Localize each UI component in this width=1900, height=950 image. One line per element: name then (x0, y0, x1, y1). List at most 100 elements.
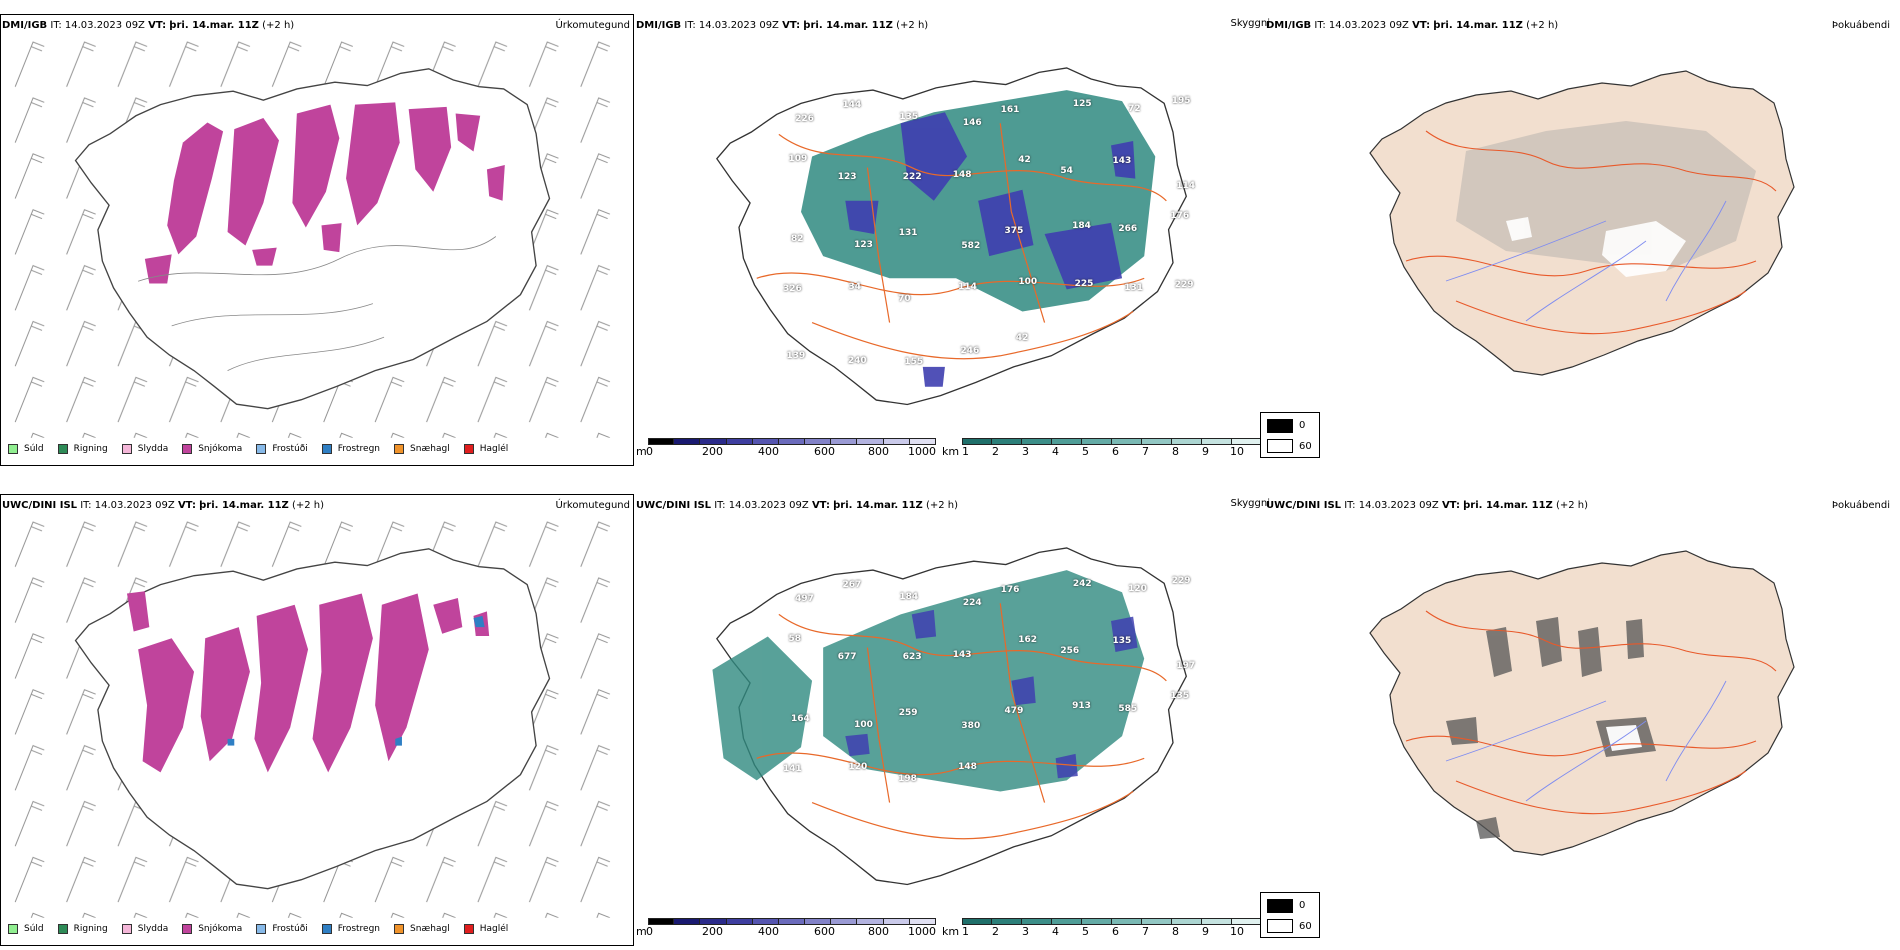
rivers (1445, 200, 1727, 322)
cloud-base-label: 144 (842, 100, 862, 111)
legend-label: Súld (24, 444, 44, 454)
colorbar-segment (1112, 918, 1142, 925)
cloud-base-label: 266 (1118, 224, 1138, 235)
legend-item-snaehagl: Snæhagl (394, 444, 450, 454)
legend-label: Haglél (479, 444, 509, 454)
colorbar-segment (1022, 438, 1052, 445)
freezing-rain-areas (227, 615, 485, 746)
legend-label: Rigning (73, 924, 108, 934)
it-label: IT: (80, 500, 92, 511)
colorbar-segment (1112, 438, 1142, 445)
cloud-base-labels-top: 226 144 135 146 161 125 72 195 109 123 222 148 42 54 1… (780, 95, 1220, 385)
cloud-base-label: 497 (795, 593, 814, 604)
colorbar-segment (648, 438, 675, 445)
visibility-colorbar: km 1 2 3 4 5 6 7 8 9 10 (942, 918, 1266, 938)
vt-value: þri. 14.mar. 11Z (1463, 500, 1553, 511)
vis-tick: 1 (962, 445, 969, 458)
colorbar-segment (992, 438, 1022, 445)
legend-item-sudl: Súld (8, 924, 44, 934)
height-tick: 0 (646, 445, 653, 458)
colorbar-segment (805, 438, 832, 445)
fog-map (1369, 70, 1795, 376)
cloud-base-label: 120 (1128, 584, 1147, 595)
colorbar-segment (857, 918, 884, 925)
colorbar-segment (1082, 918, 1112, 925)
panel-title-precip: Úrkomutegund (555, 500, 630, 511)
height-unit: m (636, 445, 647, 458)
cloud-base-label: 58 (788, 633, 802, 644)
legend-swatch (463, 924, 474, 934)
model-name: DMI/IGB (1266, 20, 1312, 31)
cloud-base-label: 229 (1174, 279, 1194, 290)
panel-title-fog: Þokuábendi (1831, 500, 1890, 511)
vt-value: þri. 14.mar. 11Z (803, 20, 893, 31)
run-header: DMI/IGB IT: 14.03.2023 09Z VT: þri. 14.m… (2, 20, 294, 32)
legend-item-snjokoma: Snjókoma (182, 924, 242, 934)
it-value: 14.03.2023 09Z (94, 500, 175, 511)
vt-label: VT: (782, 20, 801, 31)
cloud-base-label: 222 (902, 171, 922, 182)
roads (756, 603, 1167, 840)
legend-swatch (321, 924, 332, 934)
visibility-unit: km (942, 925, 960, 938)
legend-label: Frostúði (272, 924, 308, 934)
fog-panel-bottom: UWC/DINI ISL IT: 14.03.2023 09Z VT: þri.… (1260, 494, 1900, 946)
cloud-base-label: 184 (899, 592, 919, 603)
height-tick: 200 (702, 925, 723, 938)
colorbar-segment (1202, 918, 1232, 925)
cloud-base-label: 148 (952, 170, 972, 181)
legend-label: Súld (24, 924, 44, 934)
low-cloud-areas (845, 112, 1136, 387)
legend-swatch (256, 444, 267, 454)
visibility-colorbar-fill (962, 438, 1262, 445)
fog-legend-swatch-black (1267, 419, 1293, 433)
height-tick: 400 (758, 925, 779, 938)
vt-label: VT: (1441, 500, 1460, 511)
cloud-base-label: 143 (952, 650, 972, 661)
legend-item-snaehagl: Snæhagl (394, 924, 450, 934)
cloud-base-label: 225 (1074, 278, 1094, 289)
vt-label: VT: (148, 20, 167, 31)
height-tick: 600 (814, 925, 835, 938)
cloud-base-label: 42 (1015, 333, 1029, 344)
cloud-base-label: 913 (1072, 700, 1091, 711)
legend-item-frostudi: Frostúði (256, 444, 308, 454)
colorbar-segment (1052, 438, 1082, 445)
cloud-base-label: 139 (786, 351, 806, 362)
vis-tick: 10 (1230, 925, 1244, 938)
rivers (1445, 680, 1727, 802)
cloud-base-label: 229 (1171, 576, 1191, 587)
low-visibility-areas (712, 570, 1145, 792)
panel-title-cloud: Skyggni (1230, 18, 1270, 29)
roads (1405, 610, 1777, 815)
cloud-base-label: 135 (1112, 636, 1132, 647)
vis-tick: 5 (1082, 445, 1089, 458)
cloud-base-label: 224 (962, 597, 982, 608)
height-tick: 800 (868, 925, 889, 938)
cloud-base-label: 162 (1018, 635, 1038, 646)
legend-label: Frostúði (272, 444, 308, 454)
colorbar-segment (1052, 918, 1082, 925)
cloud-base-label: 125 (1072, 99, 1092, 110)
low-cloud-areas (845, 609, 1138, 779)
cloud-map (712, 547, 1187, 886)
legend-label: Frostregn (337, 444, 381, 454)
cloud-panel-bottom: UWC/DINI ISL IT: 14.03.2023 09Z VT: þri.… (636, 494, 1276, 946)
cloud-base-label: 131 (898, 228, 918, 239)
cloud-base-label: 100 (854, 720, 873, 731)
fog-legend-label: 60 (1299, 441, 1312, 452)
model-name: UWC/DINI ISL (2, 500, 78, 511)
panel-title-precip: Úrkomutegund (555, 20, 630, 31)
lead-time: (+2 h) (262, 20, 295, 31)
vis-tick: 6 (1112, 445, 1119, 458)
precip-legend: Súld Rigning Slydda Snjókoma Frostúði Fr… (8, 444, 522, 454)
cloud-base-label: 131 (1124, 283, 1144, 294)
cloud-base-label: 240 (847, 355, 867, 366)
cloud-base-label: 146 (962, 117, 982, 128)
legend-item-hagel: Haglél (463, 924, 508, 934)
fog-legend: 0 60 (1260, 412, 1320, 458)
cloud-base-label: 135 (899, 112, 919, 123)
legend-label: Slydda (137, 924, 169, 934)
it-value: 14.03.2023 09Z (698, 20, 779, 31)
cloud-base-label: 54 (1060, 165, 1073, 176)
